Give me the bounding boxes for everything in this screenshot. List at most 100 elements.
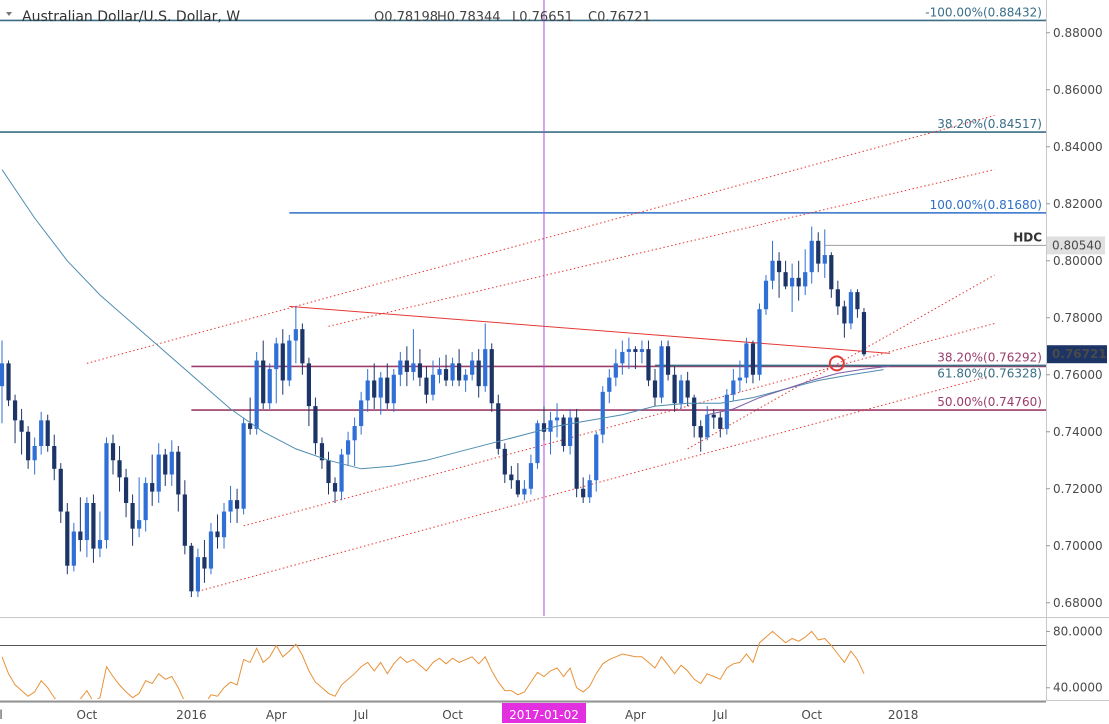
candlesticks xyxy=(0,226,867,598)
candle xyxy=(0,340,5,424)
price-tick-label: 0.80000 xyxy=(1053,254,1103,268)
candle xyxy=(293,306,298,364)
candle xyxy=(156,443,161,504)
fibonacci-levels xyxy=(0,19,1046,411)
candle xyxy=(776,252,782,298)
time-tick-label: Oct xyxy=(442,708,463,722)
candle xyxy=(163,448,168,486)
time-axis[interactable]: Jul Oct 2016 Apr Jul Oct 2017-01-02 Apr Jul Oct 20… xyxy=(0,703,918,723)
candle xyxy=(359,391,364,435)
current-price-badge xyxy=(1047,345,1107,364)
level-label: HDC xyxy=(1013,230,1042,244)
rsi-tick-label: 40.0000 xyxy=(1053,681,1103,695)
trendline xyxy=(243,322,995,527)
candle xyxy=(692,394,697,438)
candle xyxy=(352,417,357,466)
candle xyxy=(502,443,507,484)
candle xyxy=(52,434,57,481)
candle xyxy=(411,329,416,381)
candle xyxy=(385,363,390,409)
candle xyxy=(202,540,207,583)
candle xyxy=(770,240,775,290)
candle xyxy=(665,340,671,381)
candle xyxy=(261,340,266,409)
candle xyxy=(398,351,403,387)
candle xyxy=(711,408,716,429)
candle xyxy=(182,480,187,555)
level-label: 38.20%(0.76292) xyxy=(937,350,1042,364)
hdc-price-tag: 0.80540 xyxy=(1047,236,1105,255)
candle xyxy=(568,408,573,455)
candle xyxy=(91,494,96,563)
main-pane xyxy=(0,0,1046,616)
trendline xyxy=(328,169,995,327)
time-tick-label: Oct xyxy=(77,708,98,722)
level-label: 38.20%(0.84517) xyxy=(937,117,1042,131)
candle xyxy=(123,468,129,518)
candle xyxy=(574,408,579,498)
candle xyxy=(19,408,24,455)
candle xyxy=(724,389,729,435)
candle xyxy=(842,300,847,338)
confluence-circle-marker xyxy=(828,355,845,372)
candle xyxy=(117,446,122,492)
candle xyxy=(169,440,174,486)
candle xyxy=(189,542,194,598)
candle xyxy=(587,474,592,504)
candle xyxy=(829,252,834,298)
candle xyxy=(626,337,631,370)
candle xyxy=(685,371,690,407)
candle xyxy=(110,434,116,475)
symbol-title: Australian Dollar/U.S. Dollar, W xyxy=(22,9,240,25)
candle xyxy=(848,289,853,330)
candle xyxy=(620,340,625,375)
candle xyxy=(541,406,547,441)
candle xyxy=(457,349,462,387)
hdc-price-value: 0.80540 xyxy=(1052,238,1102,252)
price-tick-label: 0.72000 xyxy=(1053,482,1103,496)
candle xyxy=(234,488,240,523)
moving-average-purple xyxy=(707,365,891,416)
level-label: 100.00%(0.81680) xyxy=(930,198,1042,212)
moving-average-blue xyxy=(1,169,884,470)
time-tick-label: Jul xyxy=(353,708,368,722)
candle xyxy=(783,260,788,290)
time-tick-label: Oct xyxy=(801,708,822,722)
candle xyxy=(6,360,11,407)
candle xyxy=(652,369,658,407)
candle xyxy=(176,446,181,512)
candle xyxy=(816,232,821,273)
candle xyxy=(306,357,312,427)
trendline xyxy=(289,305,891,354)
candle xyxy=(443,354,449,387)
price-axis[interactable]: 0.68000 0.70000 0.72000 0.74000 0.76000 0.780… xyxy=(1046,26,1103,610)
current-price-value: 0.76721 xyxy=(1052,347,1107,361)
candle xyxy=(267,363,272,409)
candle xyxy=(280,329,285,395)
time-tick-label: Jul xyxy=(0,708,3,722)
collapse-arrow-icon[interactable] xyxy=(6,12,12,16)
candle xyxy=(718,411,723,438)
candle xyxy=(215,514,220,549)
candle xyxy=(803,249,808,295)
ohlc-low: L0.76651 xyxy=(512,10,573,25)
candle xyxy=(228,485,233,523)
candle xyxy=(796,260,801,301)
candle xyxy=(450,357,455,387)
candle xyxy=(326,451,331,495)
candle xyxy=(750,340,756,384)
candle xyxy=(97,511,103,558)
candle xyxy=(58,463,63,523)
candle xyxy=(548,411,553,455)
price-tick-label: 0.70000 xyxy=(1053,539,1103,553)
price-tick-label: 0.84000 xyxy=(1053,140,1103,154)
price-tick-label: 0.88000 xyxy=(1053,26,1103,40)
candle xyxy=(65,503,70,575)
price-tick-label: 0.78000 xyxy=(1053,311,1103,325)
level-label: -100.00%(0.88432) xyxy=(925,5,1042,19)
candle xyxy=(26,426,31,469)
rsi-tick-label: 80.0000 xyxy=(1053,624,1103,638)
highlighted-date-badge xyxy=(501,703,586,723)
candle xyxy=(404,346,409,387)
